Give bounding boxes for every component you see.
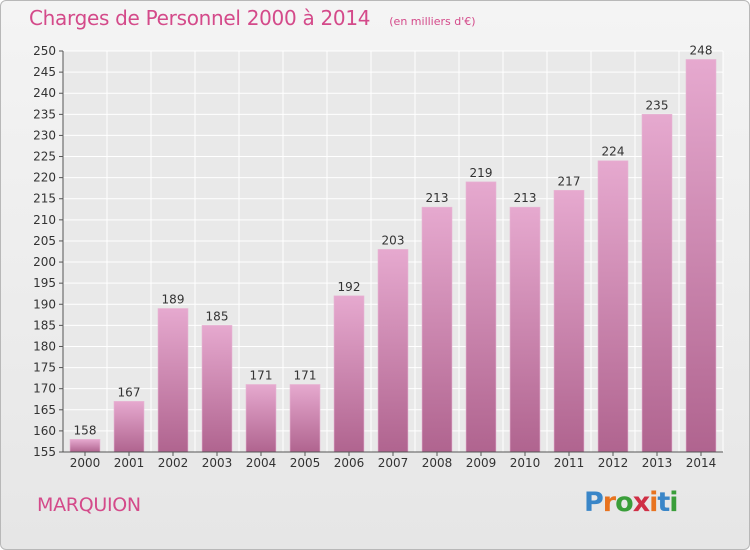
y-tick-label: 175 — [33, 361, 56, 375]
x-tick-label: 2004 — [246, 456, 277, 470]
y-tick-label: 240 — [33, 86, 56, 100]
data-label: 167 — [118, 385, 141, 399]
y-tick-label: 165 — [33, 403, 56, 417]
data-label: 217 — [558, 174, 581, 188]
bar — [69, 439, 101, 453]
data-label: 248 — [690, 43, 713, 57]
bar — [465, 181, 497, 453]
chart-header: Charges de Personnel 2000 à 2014 (en mil… — [29, 6, 476, 30]
data-label: 213 — [514, 191, 537, 205]
x-tick-label: 2000 — [70, 456, 101, 470]
data-label: 224 — [602, 145, 625, 159]
x-tick-label: 2008 — [422, 456, 453, 470]
y-tick-label: 180 — [33, 339, 56, 353]
x-tick-label: 2014 — [686, 456, 717, 470]
data-label: 189 — [162, 292, 185, 306]
proxiti-logo: Proxiti — [584, 487, 679, 518]
logo-letter: t — [657, 487, 670, 518]
location-label: MARQUION — [37, 494, 141, 516]
bar — [421, 206, 453, 453]
y-tick-label: 160 — [33, 424, 56, 438]
x-tick-label: 2010 — [510, 456, 541, 470]
bar — [597, 160, 629, 453]
y-tick-label: 230 — [33, 128, 56, 142]
bar — [377, 249, 409, 453]
bar — [509, 206, 541, 453]
logo-letter: r — [602, 487, 616, 518]
x-tick-label: 2009 — [466, 456, 497, 470]
bar — [641, 114, 673, 453]
bars — [69, 59, 717, 453]
x-tick-label: 2003 — [202, 456, 233, 470]
data-label: 171 — [250, 368, 273, 382]
y-tick-label: 210 — [33, 213, 56, 227]
bar — [553, 189, 585, 453]
y-tick-label: 205 — [33, 234, 56, 248]
bar — [245, 384, 277, 453]
y-tick-label: 245 — [33, 65, 56, 79]
axes — [59, 50, 723, 456]
data-label: 185 — [206, 309, 229, 323]
logo-letter: o — [615, 487, 634, 518]
bar — [333, 295, 365, 453]
data-label: 171 — [294, 368, 317, 382]
bar — [157, 308, 189, 453]
x-tick-label: 2001 — [114, 456, 145, 470]
bar — [685, 59, 717, 453]
x-tick-label: 2002 — [158, 456, 189, 470]
logo-letter: P — [584, 487, 604, 518]
x-tick-label: 2005 — [290, 456, 321, 470]
y-tick-label: 185 — [33, 318, 56, 332]
data-label: 192 — [338, 280, 361, 294]
y-tick-label: 235 — [33, 107, 56, 121]
chart-subtitle: (en milliers d'€) — [389, 15, 476, 28]
data-label: 219 — [470, 166, 493, 180]
x-tick-label: 2012 — [598, 456, 629, 470]
y-tick-label: 190 — [33, 297, 56, 311]
data-label: 235 — [646, 98, 669, 112]
data-label: 158 — [74, 423, 97, 437]
logo-letter: x — [632, 487, 650, 518]
bar — [113, 401, 145, 453]
y-tick-label: 250 — [33, 44, 56, 58]
y-tick-label: 195 — [33, 276, 56, 290]
bar — [201, 325, 233, 453]
labels: 155 160 165 170 175 180 185 190 195 200 205 210 215 2… — [33, 43, 716, 470]
logo-letter: i — [649, 487, 658, 518]
y-tick-label: 220 — [33, 171, 56, 185]
x-tick-label: 2011 — [554, 456, 585, 470]
chart-title: Charges de Personnel 2000 à 2014 — [29, 6, 371, 30]
x-tick-label: 2007 — [378, 456, 409, 470]
y-tick-label: 155 — [33, 445, 56, 459]
data-label: 203 — [382, 233, 405, 247]
x-tick-label: 2013 — [642, 456, 673, 470]
y-tick-label: 225 — [33, 150, 56, 164]
y-tick-label: 200 — [33, 255, 56, 269]
logo-letter: i — [669, 487, 678, 518]
data-label: 213 — [426, 191, 449, 205]
bar — [289, 384, 321, 453]
x-tick-label: 2006 — [334, 456, 365, 470]
y-tick-label: 170 — [33, 382, 56, 396]
y-tick-label: 215 — [33, 192, 56, 206]
